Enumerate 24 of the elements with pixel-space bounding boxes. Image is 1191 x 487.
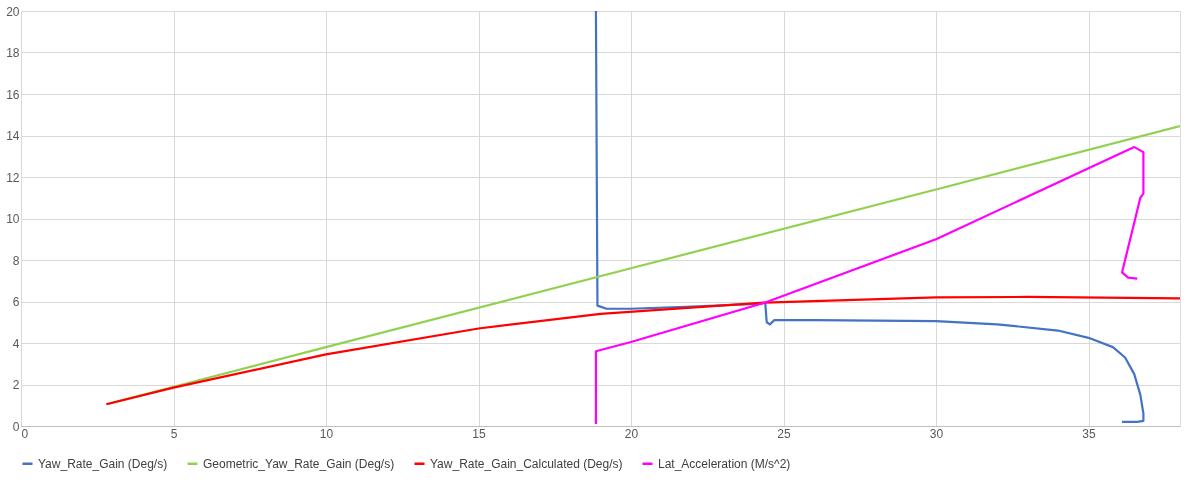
legend-label: Yaw_Rate_Gain_Calculated (Deg/s) <box>430 456 623 471</box>
y-tick-label: 18 <box>6 46 20 60</box>
legend-label: Lat_Acceleration (M/s^2) <box>658 456 791 471</box>
y-tick-label: 16 <box>6 87 20 102</box>
line-series <box>594 11 1145 423</box>
x-tick-label: 20 <box>624 426 639 441</box>
y-tick-label: 20 <box>6 4 20 19</box>
x-tick-label: 35 <box>1082 426 1096 441</box>
y-tick-label: 8 <box>12 253 20 268</box>
line-series <box>594 146 1145 426</box>
line-series <box>105 295 1180 406</box>
y-tick-label: 10 <box>6 212 20 226</box>
y-tick-label: 4 <box>12 336 20 351</box>
y-tick-label: 12 <box>6 170 20 185</box>
y-tick-label: 14 <box>6 129 20 143</box>
y-tick-label: 6 <box>12 295 20 309</box>
legend-label: Yaw_Rate_Gain (Deg/s) <box>38 456 168 471</box>
x-tick-label: 25 <box>777 426 791 441</box>
x-tick-label: 10 <box>319 426 334 441</box>
y-tick-label: 2 <box>12 378 20 392</box>
x-tick-label: 15 <box>472 426 486 441</box>
legend-label: Geometric_Yaw_Rate_Gain (Deg/s) <box>203 456 395 471</box>
x-tick-label: 5 <box>170 426 178 441</box>
x-tick-label: 30 <box>929 426 944 441</box>
